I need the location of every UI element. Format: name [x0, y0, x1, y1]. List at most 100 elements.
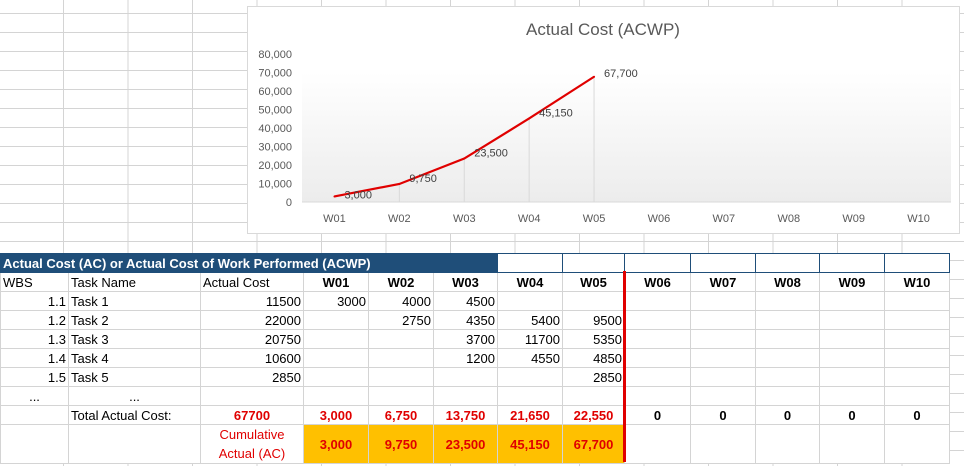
table-cell[interactable]: 2750: [368, 310, 434, 330]
table-cell[interactable]: [497, 386, 563, 406]
table-cell[interactable]: [819, 367, 885, 387]
column-header[interactable]: Task Name: [68, 272, 201, 292]
column-header[interactable]: W07: [690, 272, 756, 292]
table-cell[interactable]: [562, 291, 625, 311]
cumulative-value[interactable]: 23,500: [433, 424, 498, 464]
table-cell[interactable]: ...: [0, 386, 69, 406]
empty-cell[interactable]: [497, 253, 563, 273]
table-cell[interactable]: 20750: [200, 329, 304, 349]
table-cell[interactable]: [690, 310, 756, 330]
table-cell[interactable]: [690, 291, 756, 311]
empty-cell[interactable]: [755, 424, 820, 464]
total-value[interactable]: 67700: [200, 405, 304, 425]
table-cell[interactable]: [497, 291, 563, 311]
table-cell[interactable]: 4000: [368, 291, 434, 311]
table-cell[interactable]: [303, 386, 369, 406]
table-cell[interactable]: [690, 329, 756, 349]
table-cell[interactable]: [819, 329, 885, 349]
table-cell[interactable]: [690, 367, 756, 387]
table-cell[interactable]: [884, 367, 950, 387]
empty-cell[interactable]: [819, 424, 885, 464]
table-cell[interactable]: [497, 367, 563, 387]
table-cell[interactable]: [755, 386, 820, 406]
table-cell[interactable]: [624, 367, 691, 387]
table-cell[interactable]: 9500: [562, 310, 625, 330]
table-cell[interactable]: Task 4: [68, 348, 201, 368]
table-cell[interactable]: 22000: [200, 310, 304, 330]
table-cell[interactable]: 11700: [497, 329, 563, 349]
table-cell[interactable]: 2850: [562, 367, 625, 387]
cumulative-value[interactable]: 67,700: [562, 424, 625, 464]
table-cell[interactable]: [624, 386, 691, 406]
table-cell[interactable]: [368, 367, 434, 387]
table-cell[interactable]: [624, 329, 691, 349]
table-cell[interactable]: 1.5: [0, 367, 69, 387]
table-cell[interactable]: 2850: [200, 367, 304, 387]
table-cell[interactable]: [884, 291, 950, 311]
cumulative-value[interactable]: 45,150: [497, 424, 563, 464]
table-cell[interactable]: [819, 348, 885, 368]
cumulative-value[interactable]: 3,000: [303, 424, 369, 464]
table-cell[interactable]: [755, 310, 820, 330]
table-cell[interactable]: [690, 348, 756, 368]
table-cell[interactable]: 1.2: [0, 310, 69, 330]
table-cell[interactable]: 4850: [562, 348, 625, 368]
table-cell[interactable]: [755, 291, 820, 311]
table-cell[interactable]: [368, 386, 434, 406]
table-cell[interactable]: 5400: [497, 310, 563, 330]
cumulative-label[interactable]: Cumulative Actual (AC): [200, 424, 304, 464]
table-cell[interactable]: Task 3: [68, 329, 201, 349]
column-header[interactable]: W09: [819, 272, 885, 292]
table-cell[interactable]: [819, 310, 885, 330]
table-cell[interactable]: [884, 329, 950, 349]
weekly-total[interactable]: 0: [690, 405, 756, 425]
table-cell[interactable]: [755, 367, 820, 387]
empty-cell[interactable]: [755, 253, 820, 273]
cumulative-value[interactable]: 9,750: [368, 424, 434, 464]
table-cell[interactable]: [303, 367, 369, 387]
table-cell[interactable]: [368, 348, 434, 368]
column-header[interactable]: W06: [624, 272, 691, 292]
weekly-total[interactable]: 22,550: [562, 405, 625, 425]
empty-cell[interactable]: [0, 424, 69, 464]
weekly-total[interactable]: 21,650: [497, 405, 563, 425]
table-cell[interactable]: 5350: [562, 329, 625, 349]
column-header[interactable]: W01: [303, 272, 369, 292]
table-cell[interactable]: 3000: [303, 291, 369, 311]
table-cell[interactable]: [433, 386, 498, 406]
weekly-total[interactable]: 0: [755, 405, 820, 425]
table-cell[interactable]: Task 5: [68, 367, 201, 387]
column-header[interactable]: W10: [884, 272, 950, 292]
column-header[interactable]: W08: [755, 272, 820, 292]
table-cell[interactable]: 4550: [497, 348, 563, 368]
column-header[interactable]: W03: [433, 272, 498, 292]
table-cell[interactable]: [819, 291, 885, 311]
weekly-total[interactable]: 6,750: [368, 405, 434, 425]
table-cell[interactable]: Task 1: [68, 291, 201, 311]
column-header[interactable]: W05: [562, 272, 625, 292]
weekly-total[interactable]: 13,750: [433, 405, 498, 425]
table-cell[interactable]: [624, 310, 691, 330]
table-cell[interactable]: [884, 310, 950, 330]
table-cell[interactable]: 4500: [433, 291, 498, 311]
table-cell[interactable]: [368, 329, 434, 349]
empty-cell[interactable]: [690, 253, 756, 273]
table-title[interactable]: Actual Cost (AC) or Actual Cost of Work …: [0, 253, 498, 273]
table-cell[interactable]: 1.1: [0, 291, 69, 311]
table-cell[interactable]: [303, 348, 369, 368]
empty-cell[interactable]: [0, 405, 69, 425]
table-cell[interactable]: Task 2: [68, 310, 201, 330]
table-cell[interactable]: [562, 386, 625, 406]
actual-cost-chart[interactable]: Actual Cost (ACWP) 0 10,000 20,000 30,000 40…: [247, 6, 960, 234]
table-cell[interactable]: [624, 291, 691, 311]
table-cell[interactable]: 4350: [433, 310, 498, 330]
table-cell[interactable]: 11500: [200, 291, 304, 311]
empty-cell[interactable]: [884, 424, 950, 464]
table-cell[interactable]: [303, 329, 369, 349]
table-cell[interactable]: [755, 329, 820, 349]
table-cell[interactable]: 10600: [200, 348, 304, 368]
table-cell[interactable]: [755, 348, 820, 368]
table-cell[interactable]: [690, 386, 756, 406]
weekly-total[interactable]: 3,000: [303, 405, 369, 425]
empty-cell[interactable]: [690, 424, 756, 464]
